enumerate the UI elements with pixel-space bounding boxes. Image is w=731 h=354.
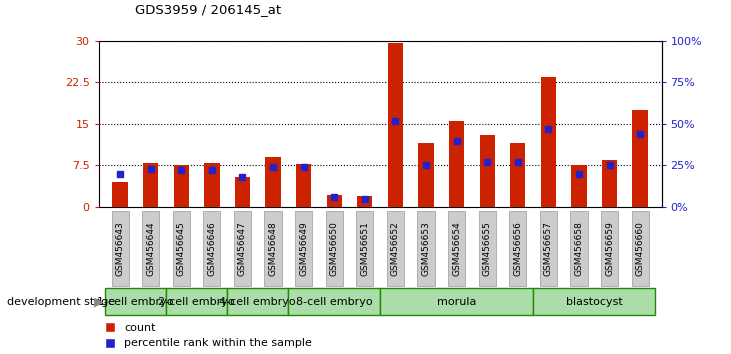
Text: GSM456645: GSM456645: [177, 221, 186, 276]
FancyBboxPatch shape: [173, 211, 190, 286]
FancyBboxPatch shape: [112, 211, 129, 286]
Text: GSM456660: GSM456660: [636, 221, 645, 276]
FancyBboxPatch shape: [288, 288, 380, 315]
Bar: [204, 163, 219, 207]
Text: GSM456647: GSM456647: [238, 221, 247, 276]
Text: blastocyst: blastocyst: [566, 297, 623, 307]
FancyBboxPatch shape: [533, 288, 656, 315]
Bar: [235, 177, 250, 207]
Bar: [327, 195, 342, 207]
Text: GSM456648: GSM456648: [268, 221, 278, 276]
Text: GSM456653: GSM456653: [422, 221, 431, 276]
FancyBboxPatch shape: [234, 211, 251, 286]
Text: GSM456643: GSM456643: [115, 221, 124, 276]
Bar: [602, 160, 617, 207]
Bar: [418, 143, 433, 207]
Bar: [265, 157, 281, 207]
Legend: count, percentile rank within the sample: count, percentile rank within the sample: [105, 323, 312, 348]
Text: GSM456655: GSM456655: [482, 221, 492, 276]
Text: GSM456659: GSM456659: [605, 221, 614, 276]
Text: ▶: ▶: [94, 295, 103, 308]
FancyBboxPatch shape: [265, 211, 281, 286]
FancyBboxPatch shape: [295, 211, 312, 286]
Text: 1-cell embryo: 1-cell embryo: [97, 297, 174, 307]
Text: GSM456657: GSM456657: [544, 221, 553, 276]
Bar: [296, 164, 311, 207]
Text: 4-cell embryo: 4-cell embryo: [219, 297, 296, 307]
Bar: [174, 166, 189, 207]
Text: GSM456646: GSM456646: [208, 221, 216, 276]
Text: GDS3959 / 206145_at: GDS3959 / 206145_at: [135, 3, 281, 16]
Bar: [387, 44, 403, 207]
Text: 2-cell embryo: 2-cell embryo: [159, 297, 235, 307]
Bar: [541, 77, 556, 207]
Text: morula: morula: [437, 297, 477, 307]
FancyBboxPatch shape: [448, 211, 465, 286]
FancyBboxPatch shape: [105, 288, 166, 315]
FancyBboxPatch shape: [142, 211, 159, 286]
FancyBboxPatch shape: [203, 211, 221, 286]
Text: GSM456650: GSM456650: [330, 221, 338, 276]
FancyBboxPatch shape: [601, 211, 618, 286]
Text: GSM456658: GSM456658: [575, 221, 583, 276]
FancyBboxPatch shape: [326, 211, 343, 286]
FancyBboxPatch shape: [417, 211, 434, 286]
Bar: [632, 110, 648, 207]
FancyBboxPatch shape: [387, 211, 404, 286]
Text: GSM456651: GSM456651: [360, 221, 369, 276]
FancyBboxPatch shape: [227, 288, 288, 315]
Bar: [572, 166, 586, 207]
Bar: [143, 163, 159, 207]
Bar: [449, 121, 464, 207]
FancyBboxPatch shape: [380, 288, 533, 315]
Text: GSM456649: GSM456649: [299, 221, 308, 276]
FancyBboxPatch shape: [570, 211, 588, 286]
FancyBboxPatch shape: [632, 211, 648, 286]
Text: development stage: development stage: [7, 297, 115, 307]
Bar: [510, 143, 526, 207]
FancyBboxPatch shape: [539, 211, 557, 286]
FancyBboxPatch shape: [166, 288, 227, 315]
FancyBboxPatch shape: [356, 211, 374, 286]
Text: GSM456652: GSM456652: [391, 221, 400, 276]
Text: GSM456656: GSM456656: [513, 221, 522, 276]
Bar: [480, 135, 495, 207]
Bar: [357, 196, 373, 207]
Text: 8-cell embryo: 8-cell embryo: [296, 297, 373, 307]
Text: GSM456644: GSM456644: [146, 221, 155, 276]
Bar: [113, 182, 128, 207]
Text: GSM456654: GSM456654: [452, 221, 461, 276]
FancyBboxPatch shape: [479, 211, 496, 286]
FancyBboxPatch shape: [510, 211, 526, 286]
